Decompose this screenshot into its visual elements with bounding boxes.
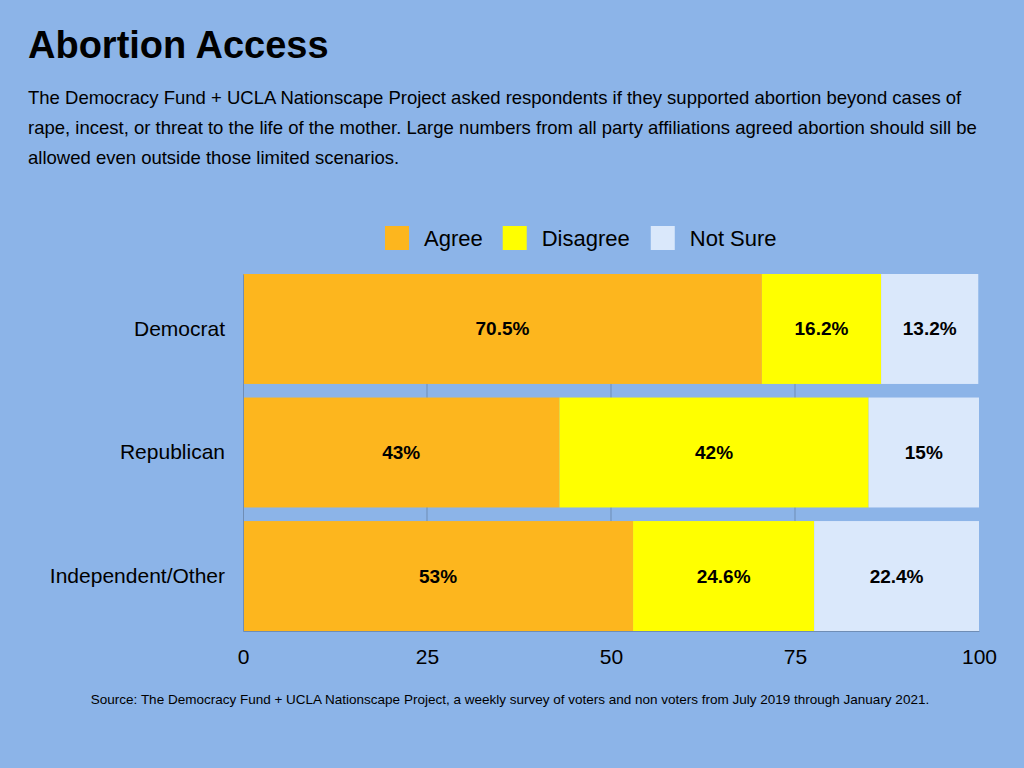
data-label: 70.5%: [476, 318, 530, 339]
bar-segment: [869, 398, 979, 508]
x-tick: 25: [416, 631, 439, 668]
x-tick-label: 75: [784, 645, 807, 668]
data-label: 42%: [695, 442, 733, 463]
y-axis: Democrat Republican Independent/Other: [50, 275, 244, 632]
y-tick-label: Republican: [120, 440, 225, 463]
data-label: 24.6%: [697, 566, 751, 587]
chart-page: {"chart_data": {"type": "bar", "orientat…: [0, 0, 1024, 768]
bars: [243, 274, 979, 631]
bar-segment: [243, 521, 633, 631]
x-tick-label: 0: [238, 645, 250, 668]
bar-segment: [762, 274, 881, 384]
legend-label: Agree: [424, 226, 483, 251]
y-tick: Independent/Other: [50, 564, 243, 587]
data-labels: 70.5% 16.2% 13.2% 43% 42% 15% 53% 24.6% 22.4%: [382, 318, 957, 586]
x-tick-label: 25: [416, 645, 439, 668]
data-label: 15%: [905, 442, 943, 463]
y-tick-label: Independent/Other: [50, 564, 225, 587]
y-tick: Republican: [120, 440, 243, 463]
data-label: 16.2%: [795, 318, 849, 339]
bar-segment: [243, 274, 762, 384]
data-label: 53%: [419, 566, 457, 587]
x-axis-line: [244, 631, 980, 632]
y-axis-line: [243, 275, 244, 632]
source-note: Source: The Democracy Fund + UCLA Nation…: [91, 692, 929, 707]
bar-segment: [243, 398, 559, 508]
x-axis: 0 25 50 75 100: [238, 631, 997, 668]
x-tick: 100: [962, 631, 997, 668]
x-tick: 50: [600, 631, 623, 668]
chart-svg: 70.5% 16.2% 13.2% 43% 42% 15% 53% 24.6% 22.4% 0 25…: [0, 0, 1024, 768]
data-label: 13.2%: [903, 318, 957, 339]
x-tick-label: 100: [962, 645, 997, 668]
x-tick: 75: [784, 631, 807, 668]
x-tick-label: 50: [600, 645, 623, 668]
legend-label: Not Sure: [690, 226, 777, 251]
data-label: 43%: [382, 442, 420, 463]
legend-swatch: [651, 226, 675, 250]
bar-segment: [814, 521, 979, 631]
data-label: 22.4%: [870, 566, 924, 587]
legend-swatch: [503, 226, 527, 250]
subtitle: The Democracy Fund + UCLA Nationscape Pr…: [28, 83, 988, 173]
legend-swatch: [385, 226, 409, 250]
y-tick-label: Democrat: [134, 317, 225, 340]
bar-segment: [881, 274, 978, 384]
bar-segment: [633, 521, 814, 631]
bar-segment: [559, 398, 868, 508]
legend-label: Disagree: [542, 226, 630, 251]
legend: Agree Disagree Not Sure: [385, 226, 777, 251]
y-tick: Democrat: [134, 317, 243, 340]
x-tick: 0: [238, 631, 250, 668]
title: Abortion Access: [28, 24, 329, 67]
